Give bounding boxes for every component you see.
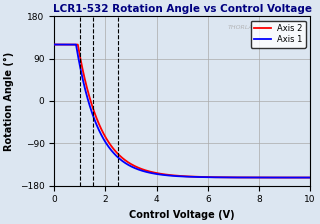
Axis 1 [300, 176, 304, 179]
Axis 2 [177, 174, 180, 177]
Axis 1 [177, 175, 180, 178]
Axis 2 [52, 43, 56, 46]
Text: THORLABS: THORLABS [228, 25, 262, 30]
Axis 2 [170, 174, 174, 177]
Axis 2 [308, 176, 312, 179]
Axis 1 [65, 43, 69, 46]
Axis 1 [52, 43, 56, 46]
Axis 1 [308, 176, 312, 179]
Axis 1 [301, 176, 305, 179]
Y-axis label: Rotation Angle (°): Rotation Angle (°) [4, 51, 14, 151]
Line: Axis 1: Axis 1 [54, 45, 310, 178]
Axis 2 [300, 176, 304, 179]
Line: Axis 2: Axis 2 [54, 45, 310, 178]
Title: LCR1-532 Rotation Angle vs Control Voltage: LCR1-532 Rotation Angle vs Control Volta… [53, 4, 312, 14]
Legend: Axis 2, Axis 1: Axis 2, Axis 1 [251, 21, 306, 48]
Axis 2 [254, 176, 258, 179]
Axis 2 [65, 43, 69, 46]
Axis 1 [170, 174, 174, 177]
Axis 1 [254, 176, 258, 179]
Axis 2 [301, 176, 305, 179]
X-axis label: Control Voltage (V): Control Voltage (V) [129, 210, 235, 220]
